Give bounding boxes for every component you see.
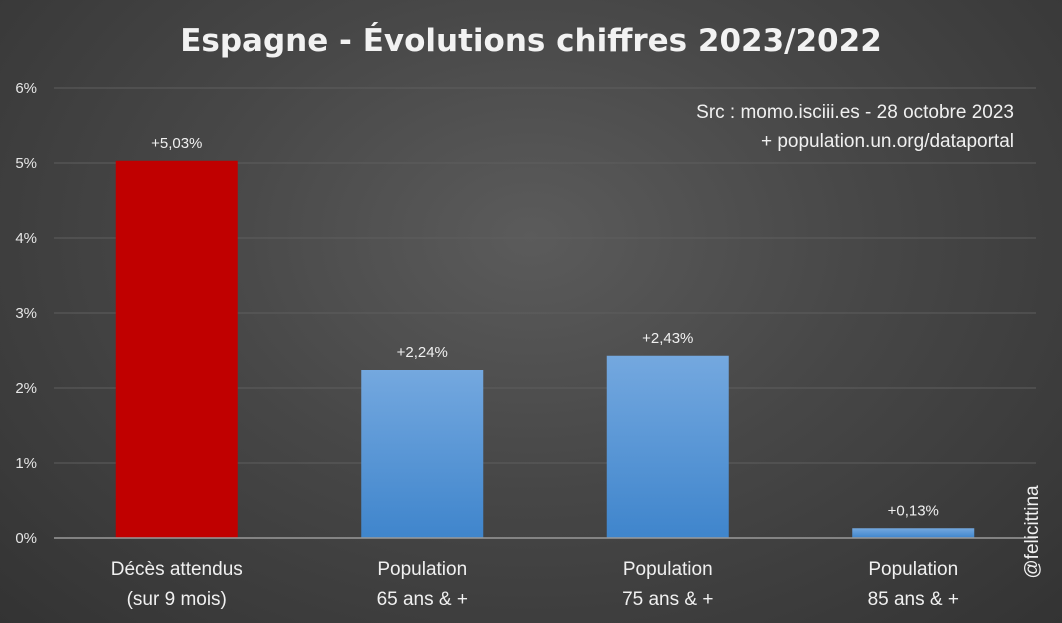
y-axis-ticks: 0% 1% 2% 3% 4% 5% 6%	[15, 80, 37, 547]
chart-title: Espagne - Évolutions chiffres 2023/2022	[180, 23, 882, 59]
x-category-label: (sur 9 mois)	[127, 589, 227, 610]
x-category-label: 75 ans & +	[622, 589, 713, 610]
x-category-label: Population	[377, 559, 467, 580]
x-category-label: 65 ans & +	[377, 589, 468, 610]
y-tick-label: 4%	[15, 230, 37, 247]
x-category-label: Décès attendus	[111, 559, 243, 580]
source-note: Src : momo.isciii.es - 28 octobre 2023 + …	[696, 102, 1014, 152]
bar-0	[115, 160, 238, 538]
source-line: + population.un.org/dataportal	[761, 131, 1014, 152]
y-tick-label: 6%	[15, 80, 37, 97]
x-category-label: Population	[868, 559, 958, 580]
bar-2	[606, 355, 729, 538]
x-axis-categories: Décès attendus (sur 9 mois) Population 65 a…	[111, 559, 959, 610]
y-tick-label: 0%	[15, 530, 37, 547]
source-line: Src : momo.isciii.es - 28 octobre 2023	[696, 102, 1014, 123]
data-label: +5,03%	[151, 135, 202, 152]
data-label: +2,43%	[642, 330, 693, 347]
data-label: +2,24%	[397, 344, 448, 361]
y-tick-label: 5%	[15, 155, 37, 172]
data-label: +0,13%	[888, 502, 939, 519]
bar-3	[852, 528, 975, 538]
bars	[115, 160, 975, 538]
y-tick-label: 1%	[15, 455, 37, 472]
y-tick-label: 2%	[15, 380, 37, 397]
x-category-label: Population	[623, 559, 713, 580]
signature: @felicittina	[1022, 485, 1043, 579]
data-labels: +5,03% +2,24% +2,43% +0,13%	[151, 135, 939, 520]
y-tick-label: 3%	[15, 305, 37, 322]
bar-1	[361, 370, 484, 538]
x-category-label: 85 ans & +	[868, 589, 959, 610]
